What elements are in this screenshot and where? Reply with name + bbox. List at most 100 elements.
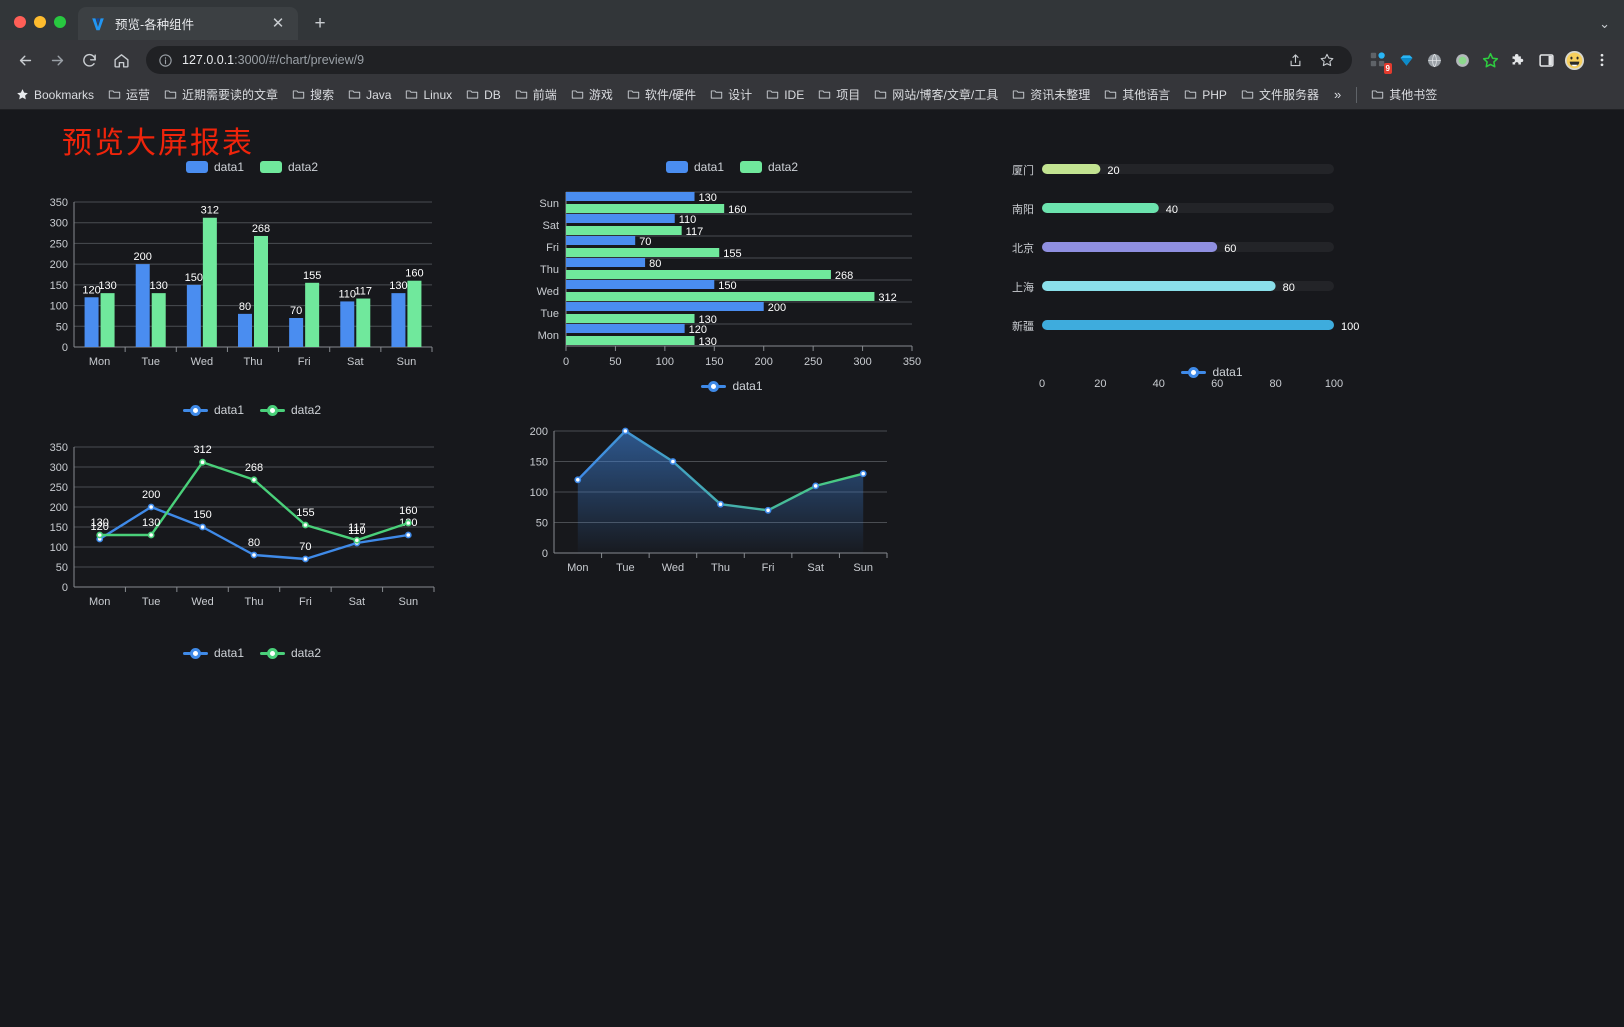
dual-line-plot[interactable]: 0 50 100 150 200 250 300 350 Mon Tue Wed Thu Fri Sat S… xyxy=(34,425,454,625)
data-point[interactable] xyxy=(621,427,629,435)
legend-item-data2[interactable]: data2 xyxy=(260,646,321,660)
vertical-bar-plot[interactable]: 050100150200250300350Mon120130Tue200130W… xyxy=(32,182,452,397)
data-point[interactable] xyxy=(302,555,309,563)
new-tab-button[interactable]: + xyxy=(314,12,326,34)
bar[interactable] xyxy=(566,248,720,257)
progress-fill[interactable] xyxy=(1042,203,1159,213)
legend-item-data2[interactable]: data2 xyxy=(260,160,318,174)
bar[interactable] xyxy=(566,204,725,213)
bookmark-folder[interactable]: 文件服务器 xyxy=(1235,83,1325,106)
donut-plot[interactable] xyxy=(622,638,862,868)
back-button[interactable] xyxy=(10,45,40,75)
home-button[interactable] xyxy=(106,45,136,75)
bar[interactable] xyxy=(407,280,422,347)
bar[interactable] xyxy=(566,336,695,345)
progress-fill[interactable] xyxy=(1042,320,1334,330)
bookmark-folder[interactable]: 其他语言 xyxy=(1098,83,1176,106)
data-point[interactable] xyxy=(250,551,258,559)
browser-tab[interactable]: 预览-各种组件 ✕ xyxy=(78,7,298,40)
bar[interactable] xyxy=(254,235,268,347)
window-controls[interactable] xyxy=(8,16,78,40)
bar[interactable] xyxy=(391,293,406,347)
legend-item-data1[interactable]: data1 xyxy=(182,403,244,417)
bar[interactable] xyxy=(566,292,875,301)
bar[interactable] xyxy=(566,302,764,311)
address-bar[interactable]: 127.0.0.1:3000/#/chart/preview/9 xyxy=(146,46,1352,74)
data-point[interactable] xyxy=(404,531,412,539)
bar[interactable] xyxy=(238,313,252,347)
bookmark-folder[interactable]: 设计 xyxy=(704,83,758,106)
legend-item-data1[interactable]: data1 xyxy=(701,379,763,393)
progress-fill[interactable] xyxy=(1042,281,1276,291)
bar[interactable] xyxy=(100,293,115,347)
bookmarks-overflow-button[interactable]: » xyxy=(1333,87,1342,102)
other-bookmarks-folder[interactable]: 其他书签 xyxy=(1365,83,1443,106)
data-point[interactable] xyxy=(96,531,104,539)
bookmark-folder[interactable]: 资讯未整理 xyxy=(1006,83,1096,106)
bar[interactable] xyxy=(566,270,831,279)
bookmark-folder[interactable]: 运营 xyxy=(102,83,156,106)
bookmark-folder[interactable]: 网站/博客/文章/工具 xyxy=(868,83,1004,106)
bar[interactable] xyxy=(186,284,201,347)
gauge-plot[interactable] xyxy=(1052,618,1312,868)
bookmarks-root[interactable]: Bookmarks xyxy=(10,85,100,105)
diamond-ext-icon[interactable] xyxy=(1394,48,1418,72)
data-point[interactable] xyxy=(302,521,309,529)
share-button[interactable] xyxy=(1280,45,1310,75)
bar[interactable] xyxy=(135,264,150,347)
bookmark-folder[interactable]: 软件/硬件 xyxy=(621,83,702,106)
data-point[interactable] xyxy=(353,536,361,544)
maximize-window-button[interactable] xyxy=(54,16,66,28)
bookmark-folder[interactable]: 游戏 xyxy=(565,83,619,106)
data-point[interactable] xyxy=(669,458,677,465)
data-point[interactable] xyxy=(812,482,820,490)
smooth-line-plot[interactable]: 0 50 100 150 200 Mon Tue Wed Thu Fri Sat Sun xyxy=(512,403,912,588)
data-point[interactable] xyxy=(199,458,206,466)
bar[interactable] xyxy=(566,192,695,201)
data-point[interactable] xyxy=(250,476,258,484)
minimize-window-button[interactable] xyxy=(34,16,46,28)
circle-ext-icon[interactable] xyxy=(1450,48,1474,72)
bar[interactable] xyxy=(202,217,217,347)
legend-item-data1[interactable]: data1 xyxy=(1181,365,1243,379)
info-icon[interactable] xyxy=(158,53,173,68)
data-point[interactable] xyxy=(574,476,582,484)
legend-item-data1[interactable]: data1 xyxy=(665,160,724,174)
bookmark-folder[interactable]: 搜索 xyxy=(286,83,340,106)
kebab-menu-icon[interactable] xyxy=(1590,48,1614,72)
data-point[interactable] xyxy=(147,531,155,539)
reload-button[interactable] xyxy=(74,45,104,75)
progress-bars-plot[interactable]: 厦门 20 南阳 40 北京 60 上海 80 新疆 100 0 20 40 60 80 100 xyxy=(984,157,1394,390)
bar[interactable] xyxy=(289,318,304,347)
puzzle-ext-icon[interactable] xyxy=(1506,48,1530,72)
data-point[interactable] xyxy=(147,503,155,511)
bar[interactable] xyxy=(340,301,355,347)
bar[interactable] xyxy=(566,258,646,267)
data-point[interactable] xyxy=(717,500,724,508)
data-point[interactable] xyxy=(764,506,772,514)
globe-ext-icon[interactable] xyxy=(1422,48,1446,72)
close-tab-button[interactable]: ✕ xyxy=(271,15,285,32)
bar[interactable] xyxy=(84,297,99,347)
bar[interactable] xyxy=(151,293,166,347)
bar[interactable] xyxy=(305,282,320,347)
bookmark-folder[interactable]: 近期需要读的文章 xyxy=(158,83,284,106)
bookmark-folder[interactable]: 前端 xyxy=(509,83,563,106)
bar[interactable] xyxy=(566,280,715,289)
forward-button[interactable] xyxy=(42,45,72,75)
sidepanel-icon[interactable] xyxy=(1534,48,1558,72)
legend-item-data1[interactable]: data1 xyxy=(185,160,244,174)
bookmark-folder[interactable]: 项目 xyxy=(812,83,866,106)
bar[interactable] xyxy=(566,226,682,235)
bookmark-folder[interactable]: Java xyxy=(342,85,397,105)
progress-fill[interactable] xyxy=(1042,164,1101,174)
area-dual-plot[interactable] xyxy=(92,666,492,871)
close-window-button[interactable] xyxy=(14,16,26,28)
avatar-icon[interactable] xyxy=(1562,48,1586,72)
bar[interactable] xyxy=(566,324,685,333)
grid-ext-icon[interactable]: 9 xyxy=(1366,48,1392,74)
progress-fill[interactable] xyxy=(1042,242,1218,252)
data-point[interactable] xyxy=(404,519,412,527)
bar[interactable] xyxy=(566,214,675,223)
